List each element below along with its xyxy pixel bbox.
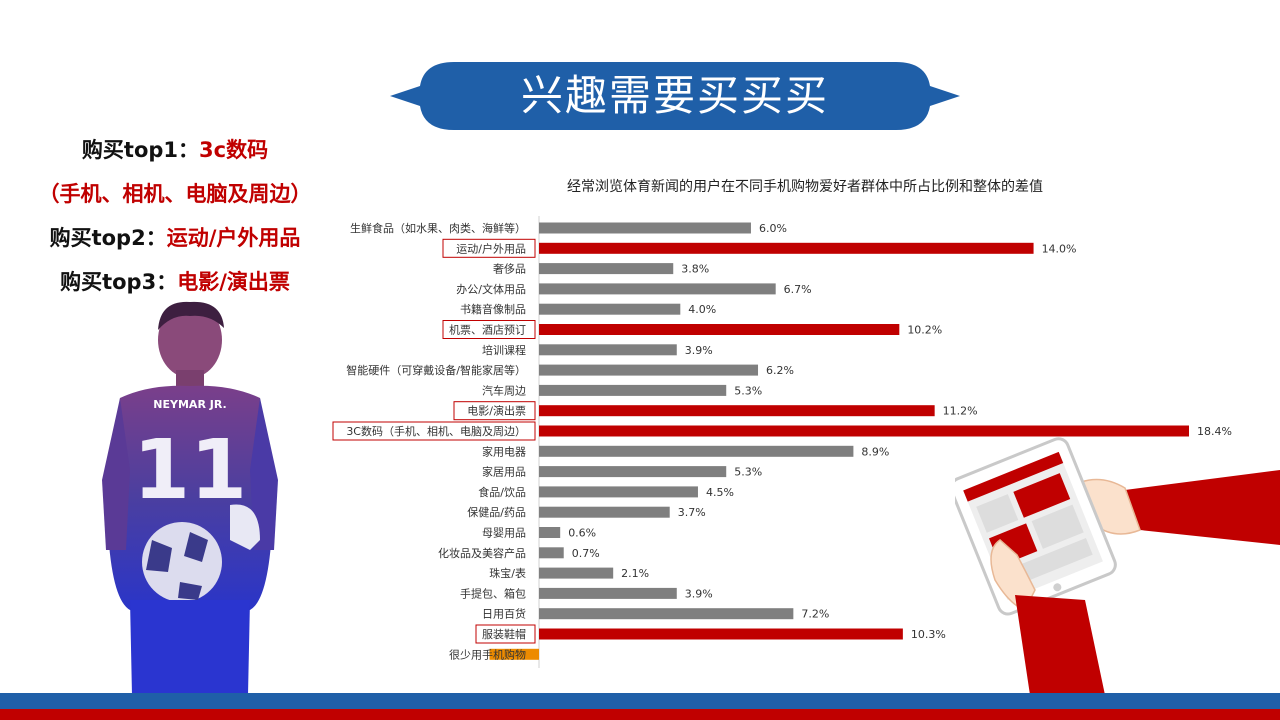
- bar: [539, 567, 614, 579]
- category-label: 生鲜食品（如水果、肉类、海鲜等）: [350, 221, 526, 235]
- value-label: 0.7%: [572, 547, 600, 560]
- page-title: 兴趣需要买买买: [520, 71, 829, 120]
- category-label: 培训课程: [482, 343, 526, 357]
- tablet-illustration: [949, 430, 1280, 699]
- value-label: 3.8%: [681, 263, 709, 276]
- value-label: 5.3%: [734, 384, 762, 397]
- category-label: 书籍音像制品: [460, 302, 526, 316]
- value-label: 18.4%: [1197, 425, 1232, 438]
- bar: [539, 608, 794, 620]
- category-label: 奢侈品: [493, 262, 526, 276]
- value-label: 3.9%: [685, 587, 713, 600]
- bar: [539, 628, 903, 640]
- top1-line: 购买top1：3c数码: [10, 128, 340, 172]
- top3-value: 电影/演出票: [177, 270, 290, 294]
- category-label: 家用电器: [482, 444, 526, 458]
- bar: [539, 283, 776, 295]
- footer-red-strip: [0, 709, 1280, 720]
- top1-detail-text: （手机、相机、电脑及周边）: [38, 182, 312, 206]
- category-label: 机票、酒店预订: [449, 323, 526, 337]
- bar: [539, 303, 681, 315]
- value-label: 6.7%: [784, 283, 812, 296]
- value-label: 14.0%: [1042, 242, 1077, 255]
- category-label: 保健品/药品: [467, 505, 526, 519]
- value-label: 0.6%: [568, 527, 596, 540]
- category-label: 手提包、箱包: [460, 586, 526, 600]
- top-purchase-summary: 购买top1：3c数码 （手机、相机、电脑及周边） 购买top2：运动/户外用品…: [10, 128, 340, 304]
- chart-title: 经常浏览体育新闻的用户在不同手机购物爱好者群体中所占比例和整体的差值: [567, 179, 1043, 195]
- top1-label: 购买top1：: [81, 138, 200, 162]
- top2-value: 运动/户外用品: [166, 226, 301, 250]
- bar: [489, 648, 539, 660]
- top3-label: 购买top3：: [60, 270, 178, 294]
- value-label: 2.1%: [621, 567, 649, 580]
- category-label: 电影/演出票: [467, 404, 526, 418]
- category-label: 3C数码（手机、相机、电脑及周边）: [346, 424, 526, 438]
- bar: [539, 324, 900, 335]
- value-label: 10.3%: [911, 628, 946, 641]
- bar: [539, 222, 751, 234]
- category-label: 食品/饮品: [478, 485, 526, 499]
- highlight-box: [442, 238, 536, 258]
- value-label: 7.2%: [801, 608, 829, 621]
- bar: [539, 527, 561, 538]
- highlight-box: [332, 421, 536, 441]
- bar-chart-svg: 生鲜食品（如水果、肉类、海鲜等） 6.0% 运动/户外用品 14.0% 奢侈品 3.8% 办…: [332, 216, 1232, 668]
- jersey-name: NEYMAR JR.: [153, 398, 226, 411]
- bar: [539, 486, 698, 498]
- category-label: 珠宝/表: [489, 566, 526, 580]
- top1-value: 3c数码: [199, 138, 269, 162]
- bar: [539, 384, 727, 396]
- footer-blue-strip: [0, 693, 1280, 709]
- category-label: 化妆品及美容产品: [438, 546, 526, 560]
- value-label: 3.9%: [685, 344, 713, 357]
- category-label: 日用百货: [482, 607, 526, 621]
- category-label: 家居用品: [482, 465, 526, 479]
- bar: [539, 506, 670, 518]
- bar: [539, 364, 759, 376]
- bar: [539, 547, 564, 559]
- top3-line: 购买top3：电影/演出票: [10, 260, 340, 304]
- highlight-box: [453, 401, 536, 421]
- value-label: 4.0%: [688, 303, 716, 316]
- top2-line: 购买top2：运动/户外用品: [10, 216, 340, 260]
- top1-detail: （手机、相机、电脑及周边）: [10, 172, 340, 216]
- top2-label: 购买top2：: [49, 226, 167, 250]
- jersey-number: 11: [133, 423, 247, 518]
- category-label: 很少用手机购物: [449, 647, 526, 661]
- value-label: 3.7%: [678, 506, 706, 519]
- bar: [539, 466, 727, 478]
- category-label: 汽车周边: [482, 383, 526, 397]
- highlight-box: [475, 624, 536, 644]
- value-label: 8.9%: [861, 445, 889, 458]
- category-label: 服装鞋帽: [482, 627, 526, 641]
- value-label: 6.2%: [766, 364, 794, 377]
- value-label: 11.2%: [943, 405, 978, 418]
- bar: [539, 405, 935, 417]
- bar: [539, 242, 1034, 254]
- category-label: 运动/户外用品: [456, 241, 526, 255]
- category-label: 母婴用品: [482, 527, 526, 540]
- title-banner: 兴趣需要买买买: [390, 60, 960, 132]
- bar: [539, 425, 1189, 437]
- bar: [539, 344, 677, 356]
- player-image: NEYMAR JR. 11: [90, 300, 290, 699]
- value-label: 6.0%: [759, 222, 787, 235]
- bar: [539, 587, 677, 599]
- banner-shape: [390, 62, 960, 130]
- value-label: 10.2%: [907, 324, 942, 337]
- value-label: 4.5%: [706, 486, 734, 499]
- category-label: 智能硬件（可穿戴设备/智能家居等）: [346, 363, 526, 377]
- highlight-box: [442, 320, 536, 339]
- category-label: 办公/文体用品: [456, 282, 526, 296]
- bar: [539, 445, 854, 457]
- bar: [539, 263, 674, 275]
- bar-chart: 生鲜食品（如水果、肉类、海鲜等） 6.0% 运动/户外用品 14.0% 奢侈品 3.8% 办…: [300, 212, 1240, 676]
- value-label: 5.3%: [734, 466, 762, 479]
